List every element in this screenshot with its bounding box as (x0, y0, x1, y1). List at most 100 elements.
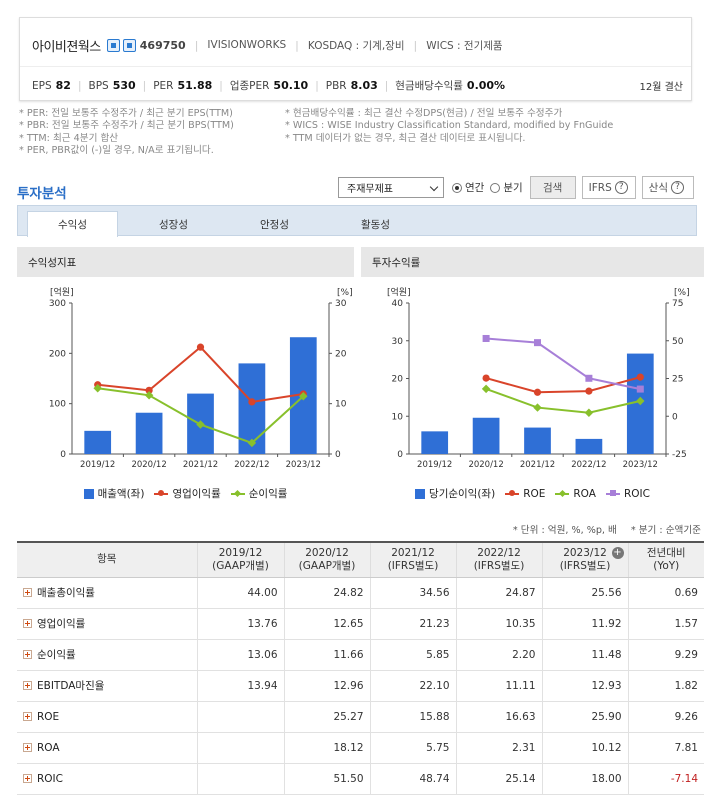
x-tick-label: 2019/12 (80, 460, 115, 470)
units-note: * 단위 : 억원, %, %p, 배 * 분기 : 순액기준 (513, 522, 701, 536)
table-cell: 9.29 (627, 639, 704, 671)
legend-label: ROIC (623, 487, 650, 500)
row-label: ROA (37, 741, 60, 754)
expand-row-icon[interactable] (23, 681, 32, 690)
right-tick-label: 0 (672, 412, 678, 422)
table-cell: 51.50 (283, 763, 370, 795)
table-cell: 12.65 (283, 608, 370, 640)
line-point (481, 384, 491, 394)
x-tick-label: 2022/12 (571, 460, 606, 470)
formula-button[interactable]: 산식? (641, 176, 694, 199)
metric-value: 50.10 (273, 79, 309, 92)
line-point (247, 438, 257, 448)
legend-item[interactable]: 당기순이익(좌) (415, 486, 495, 501)
divider: | (413, 38, 418, 52)
expand-row-icon[interactable] (23, 742, 32, 752)
expand-columns-icon[interactable]: + (611, 547, 624, 559)
row-label-cell[interactable]: ROE (17, 701, 197, 733)
table-cell: 9.26 (627, 701, 704, 733)
quarter-radio[interactable] (490, 182, 501, 193)
line-point (584, 408, 594, 418)
profitability-table: 항목 2019/12 (GAAP개별) 2020/12 (GAAP개별) 2021/… (17, 541, 704, 795)
home-icon[interactable] (106, 38, 120, 52)
metric-label: 현금배당수익률 (395, 80, 463, 92)
table-cell: 10.12 (541, 732, 628, 764)
tab-stability[interactable]: 안정성 (260, 218, 289, 231)
x-tick-label: 2020/12 (131, 460, 166, 470)
metric-row: EPS 82 | BPS 530 | PER 51.88 | 업종PER 50.10 |… (32, 78, 683, 93)
expand-row-icon[interactable] (23, 588, 32, 597)
x-tick-label: 2019/12 (417, 460, 452, 470)
annual-radio[interactable] (452, 182, 462, 193)
ifrs-button[interactable]: IFRS? (581, 176, 636, 199)
footnote: * PBR: 전일 보통주 수정주가 / 최근 분기 BPS(TTM) (19, 120, 234, 132)
building-icon[interactable] (122, 38, 136, 52)
right-tick-label: 75 (672, 299, 683, 309)
left-axis-unit: [억원] (50, 286, 74, 298)
table-cell: 25.14 (455, 763, 542, 795)
column-header: 항목 (17, 541, 197, 578)
table-cell: 7.81 (627, 732, 704, 764)
metric-value: 530 (112, 79, 136, 92)
legend-swatch (154, 489, 169, 496)
bar (472, 417, 500, 454)
legend-item[interactable]: ROE (505, 488, 545, 500)
legend-item[interactable]: 순이익률 (230, 486, 287, 501)
line-point (145, 386, 153, 394)
legend-label: 영업이익률 (172, 488, 221, 500)
row-label-cell[interactable]: EBITDA마진율 (17, 670, 197, 702)
expand-row-icon[interactable] (23, 773, 32, 783)
row-label-cell[interactable]: ROA (17, 732, 197, 764)
table-cell: 16.63 (455, 701, 542, 733)
row-label-cell[interactable]: 영업이익률 (17, 608, 197, 640)
row-label-cell[interactable]: ROIC (17, 763, 197, 795)
line-point (482, 334, 490, 342)
panel-title: 투자수익률 (361, 247, 704, 277)
legend-item[interactable]: ROA (555, 488, 596, 500)
row-label: ROE (37, 710, 60, 723)
expand-row-icon[interactable] (23, 650, 32, 659)
formula-button-label: 산식 (648, 182, 668, 194)
expand-row-icon[interactable] (23, 619, 32, 628)
legend-label: 당기순이익(좌) (429, 488, 496, 500)
left-tick-label: 10 (392, 412, 404, 422)
footnotes-left: * PER: 전일 보통주 수정주가 / 최근 분기 EPS(TTM) * PB… (19, 108, 234, 158)
company-name: 아이비젼웍스 (32, 39, 101, 55)
right-tick-label: 20 (335, 349, 347, 359)
expand-row-icon[interactable] (23, 711, 32, 721)
legend-item[interactable]: ROIC (605, 487, 650, 500)
row-label-cell[interactable]: 순이익률 (17, 639, 197, 671)
line-point (248, 398, 256, 406)
tab-activity[interactable]: 활동성 (361, 218, 390, 231)
filter-controls: 주재무제표 연간 분기 검색 IFRS? 산식? (338, 176, 694, 199)
row-label: ROIC (37, 772, 63, 785)
table-cell: 22.10 (369, 670, 456, 702)
table-cell: 0.69 (627, 577, 704, 609)
bar (84, 430, 112, 454)
table-cell: 25.90 (541, 701, 628, 733)
statement-select[interactable]: 주재무제표 (338, 177, 444, 198)
table-row: 순이익률 13.06 11.66 5.85 2.20 11.48 9.29 (17, 639, 704, 671)
right-tick-label: 0 (335, 450, 341, 460)
header-divider (20, 66, 691, 67)
quarter-radio-label[interactable]: 분기 (503, 182, 523, 194)
metric-label: BPS (88, 79, 109, 92)
analysis-tabs: 수익성 성장성 안정성 활동성 (17, 205, 697, 237)
help-icon: ? (670, 181, 684, 194)
quarter-basis-text: * 분기 : 순액기준 (630, 525, 701, 536)
table-cell: 1.57 (627, 608, 704, 640)
search-button[interactable]: 검색 (529, 176, 576, 199)
legend-item[interactable]: 매출액(좌) (83, 486, 144, 501)
annual-radio-label[interactable]: 연간 (465, 182, 485, 194)
column-header: 2022/12 (IFRS별도) (455, 541, 542, 578)
wics-sector: WICS : 전기제품 (426, 39, 503, 52)
table-cell: 12.93 (541, 670, 628, 702)
column-header: 2019/12 (GAAP개별) (196, 541, 284, 578)
tab-profitability[interactable]: 수익성 (27, 211, 118, 237)
metric-value: 51.88 (177, 79, 213, 92)
legend-swatch (230, 489, 245, 497)
row-label-cell[interactable]: 매출총이익률 (17, 577, 197, 609)
x-tick-label: 2021/12 (183, 460, 218, 470)
legend-item[interactable]: 영업이익률 (154, 486, 221, 501)
tab-growth[interactable]: 성장성 (159, 218, 188, 231)
